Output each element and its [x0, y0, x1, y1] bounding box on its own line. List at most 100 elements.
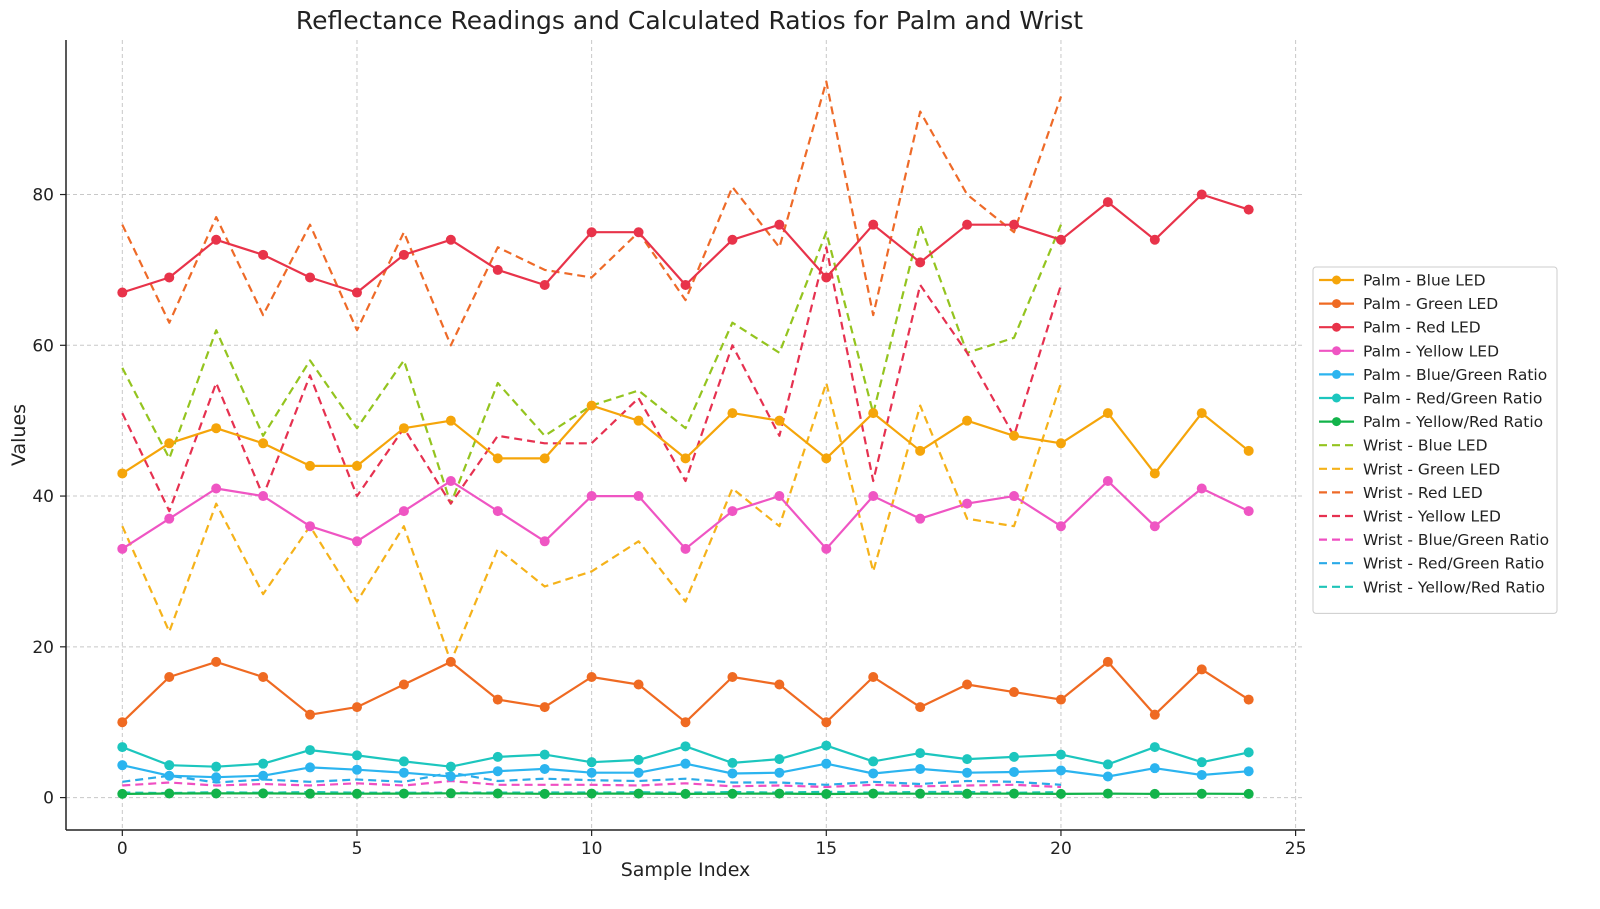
series-wrist-red-led — [121, 80, 1063, 347]
data-point — [1243, 445, 1254, 456]
data-point — [821, 717, 832, 728]
legend-label: Wrist - Green LED — [1363, 460, 1500, 478]
legend-label: Palm - Yellow LED — [1363, 342, 1499, 360]
data-point — [351, 764, 362, 775]
data-point — [117, 287, 128, 298]
data-point — [398, 506, 409, 517]
data-point — [305, 788, 316, 799]
data-point — [1009, 219, 1020, 230]
data-point — [117, 543, 128, 554]
data-point — [164, 438, 175, 449]
data-point — [398, 679, 409, 690]
data-point — [398, 767, 409, 778]
data-point — [868, 671, 879, 682]
y-tick-label: 40 — [32, 487, 54, 507]
data-point — [539, 788, 550, 799]
legend-label: Palm - Red/Green Ratio — [1363, 390, 1542, 408]
data-point — [1149, 468, 1160, 479]
data-point — [633, 679, 644, 690]
data-point — [258, 788, 269, 799]
legend-marker — [1332, 275, 1341, 285]
data-point — [962, 219, 973, 230]
data-point — [1243, 788, 1254, 799]
series-palm-yellow-red-ratio — [117, 788, 1254, 799]
data-point — [445, 415, 456, 426]
legend-label: Wrist - Yellow LED — [1363, 508, 1501, 526]
y-tick-label: 60 — [32, 336, 54, 356]
legend-label: Wrist - Blue/Green Ratio — [1363, 531, 1549, 549]
data-point — [1102, 408, 1113, 419]
series-wrist-red-green-ratio — [122, 771, 1062, 786]
y-tick-label: 0 — [43, 789, 54, 809]
data-point — [774, 754, 785, 765]
data-point — [1055, 438, 1066, 449]
legend-item-wrist-yellow-red-ratio: Wrist - Yellow/Red Ratio — [1319, 578, 1545, 596]
data-point — [1009, 491, 1020, 502]
data-point — [1196, 757, 1207, 768]
legend-label: Wrist - Red/Green Ratio — [1363, 555, 1544, 573]
data-point — [727, 757, 738, 768]
data-point — [445, 788, 456, 799]
data-point — [774, 219, 785, 230]
series-palm-red-led — [117, 189, 1254, 298]
data-point — [1243, 766, 1254, 777]
data-point — [164, 272, 175, 283]
data-point — [164, 513, 175, 524]
data-point — [868, 219, 879, 230]
data-point — [351, 460, 362, 471]
legend-item-wrist-red-led: Wrist - Red LED — [1319, 484, 1483, 502]
series-palm-red-green-ratio — [117, 740, 1254, 772]
data-point — [1102, 197, 1113, 208]
legend-label: Wrist - Red LED — [1363, 484, 1483, 502]
series-line — [122, 771, 1062, 786]
legend-label: Palm - Yellow/Red Ratio — [1363, 413, 1543, 431]
data-point — [258, 249, 269, 260]
data-point — [1102, 771, 1113, 782]
legend-item-wrist-blue-green-ratio: Wrist - Blue/Green Ratio — [1319, 531, 1549, 549]
data-point — [1055, 749, 1066, 760]
data-point — [915, 257, 926, 268]
data-point — [1102, 656, 1113, 667]
data-point — [117, 788, 128, 799]
data-point — [680, 788, 691, 799]
data-point — [351, 702, 362, 713]
x-tick-label: 10 — [581, 839, 603, 859]
data-point — [258, 770, 269, 781]
x-ticks: 0 5 10 15 20 25 — [117, 830, 1306, 859]
data-point — [727, 506, 738, 517]
data-point — [258, 671, 269, 682]
data-point — [351, 536, 362, 547]
series-line — [122, 779, 1062, 789]
x-tick-label: 5 — [352, 839, 363, 859]
data-point — [962, 498, 973, 509]
series-line — [121, 246, 1063, 513]
data-point — [868, 756, 879, 767]
data-point — [1009, 766, 1020, 777]
data-point — [586, 757, 597, 768]
data-point — [962, 788, 973, 799]
data-point — [305, 745, 316, 756]
data-point — [211, 788, 222, 799]
data-point — [258, 438, 269, 449]
legend-item-palm-red-led: Palm - Red LED — [1319, 319, 1481, 337]
data-point — [774, 767, 785, 778]
legend-marker — [1332, 346, 1341, 356]
data-point — [586, 400, 597, 411]
data-point — [539, 536, 550, 547]
data-point — [539, 453, 550, 464]
legend-label: Palm - Green LED — [1363, 295, 1498, 313]
series-palm-blue-led — [117, 400, 1254, 479]
data-point — [492, 264, 503, 275]
data-point — [680, 717, 691, 728]
y-tick-label: 20 — [32, 638, 54, 658]
data-point — [962, 679, 973, 690]
data-point — [1102, 788, 1113, 799]
legend-marker — [1332, 369, 1341, 379]
data-point — [868, 408, 879, 419]
data-point — [539, 279, 550, 290]
data-point — [1149, 521, 1160, 532]
data-point — [117, 742, 128, 753]
legend-item-palm-green-led: Palm - Green LED — [1319, 295, 1498, 313]
